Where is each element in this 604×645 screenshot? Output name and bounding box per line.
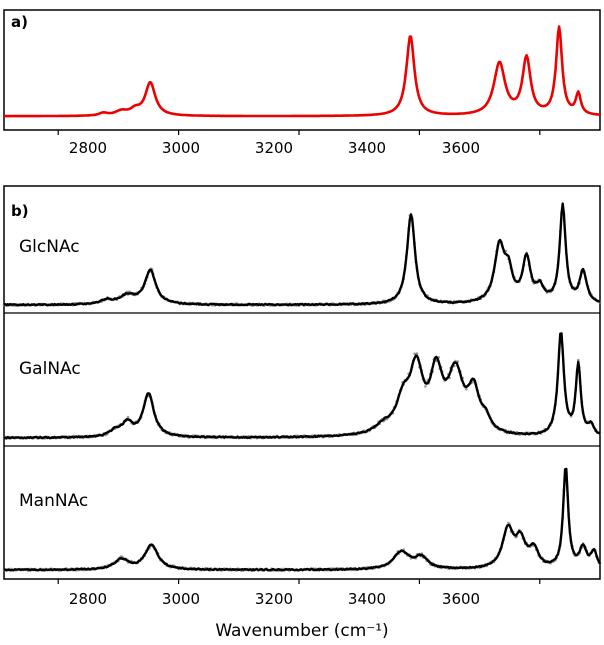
data-points-mannac bbox=[2, 468, 602, 572]
series-line-glcnac bbox=[3, 202, 601, 307]
subplot-glcnac bbox=[2, 202, 602, 308]
series-line-mannac bbox=[3, 467, 602, 572]
panel-b-x-axis: 2800 3000 3200 3400 3600 bbox=[57, 579, 541, 608]
panel-b-label: b) bbox=[11, 202, 29, 220]
subplot-galnac bbox=[2, 331, 602, 440]
x-axis-title: Wavenumber (cm⁻¹) bbox=[215, 621, 388, 641]
panel-a-x-axis: 2800 3000 3200 3400 3600 bbox=[57, 130, 541, 157]
panel-a-plot bbox=[3, 25, 601, 118]
panel-b-tick-label: 3400 bbox=[348, 590, 386, 608]
data-points-galnac bbox=[2, 331, 602, 440]
panel-b-frame bbox=[3, 185, 601, 580]
data-points-glcnac bbox=[2, 205, 602, 308]
panel-b-plot bbox=[2, 202, 602, 572]
panel-a: a) 2800 3000 3200 3400 3600 bbox=[3, 9, 601, 157]
series-label-galnac: GalNAc bbox=[19, 359, 81, 379]
series-label-mannac: ManNAc bbox=[19, 491, 88, 511]
panel-b-tick-label: 3000 bbox=[162, 590, 200, 608]
panel-a-frame bbox=[3, 9, 601, 131]
data-point bbox=[424, 385, 427, 388]
panel-a-label: a) bbox=[11, 13, 28, 31]
panel-b-tick-label: 3200 bbox=[255, 590, 293, 608]
series-label-glcnac: GlcNAc bbox=[19, 237, 80, 257]
panel-b-tick-label: 2800 bbox=[69, 590, 107, 608]
panel-a-tick-label: 3600 bbox=[442, 139, 480, 157]
panel-b-tick-label: 3600 bbox=[442, 590, 480, 608]
panel-a-tick-label: 3400 bbox=[348, 139, 386, 157]
panel-a-tick-label: 3000 bbox=[162, 139, 200, 157]
panel-b: b) GlcNAc GalNAc ManNAc 2800 3000 3200 3… bbox=[2, 185, 602, 641]
data-point bbox=[415, 352, 419, 355]
panel-a-tick-label: 2800 bbox=[69, 139, 107, 157]
data-point bbox=[465, 388, 468, 391]
series-line-galnac bbox=[3, 332, 601, 440]
subplot-mannac bbox=[2, 467, 602, 572]
series-line-reference-spectrum bbox=[3, 25, 601, 118]
panel-a-tick-label: 3200 bbox=[255, 139, 293, 157]
data-point bbox=[126, 415, 130, 419]
data-point bbox=[577, 358, 580, 362]
